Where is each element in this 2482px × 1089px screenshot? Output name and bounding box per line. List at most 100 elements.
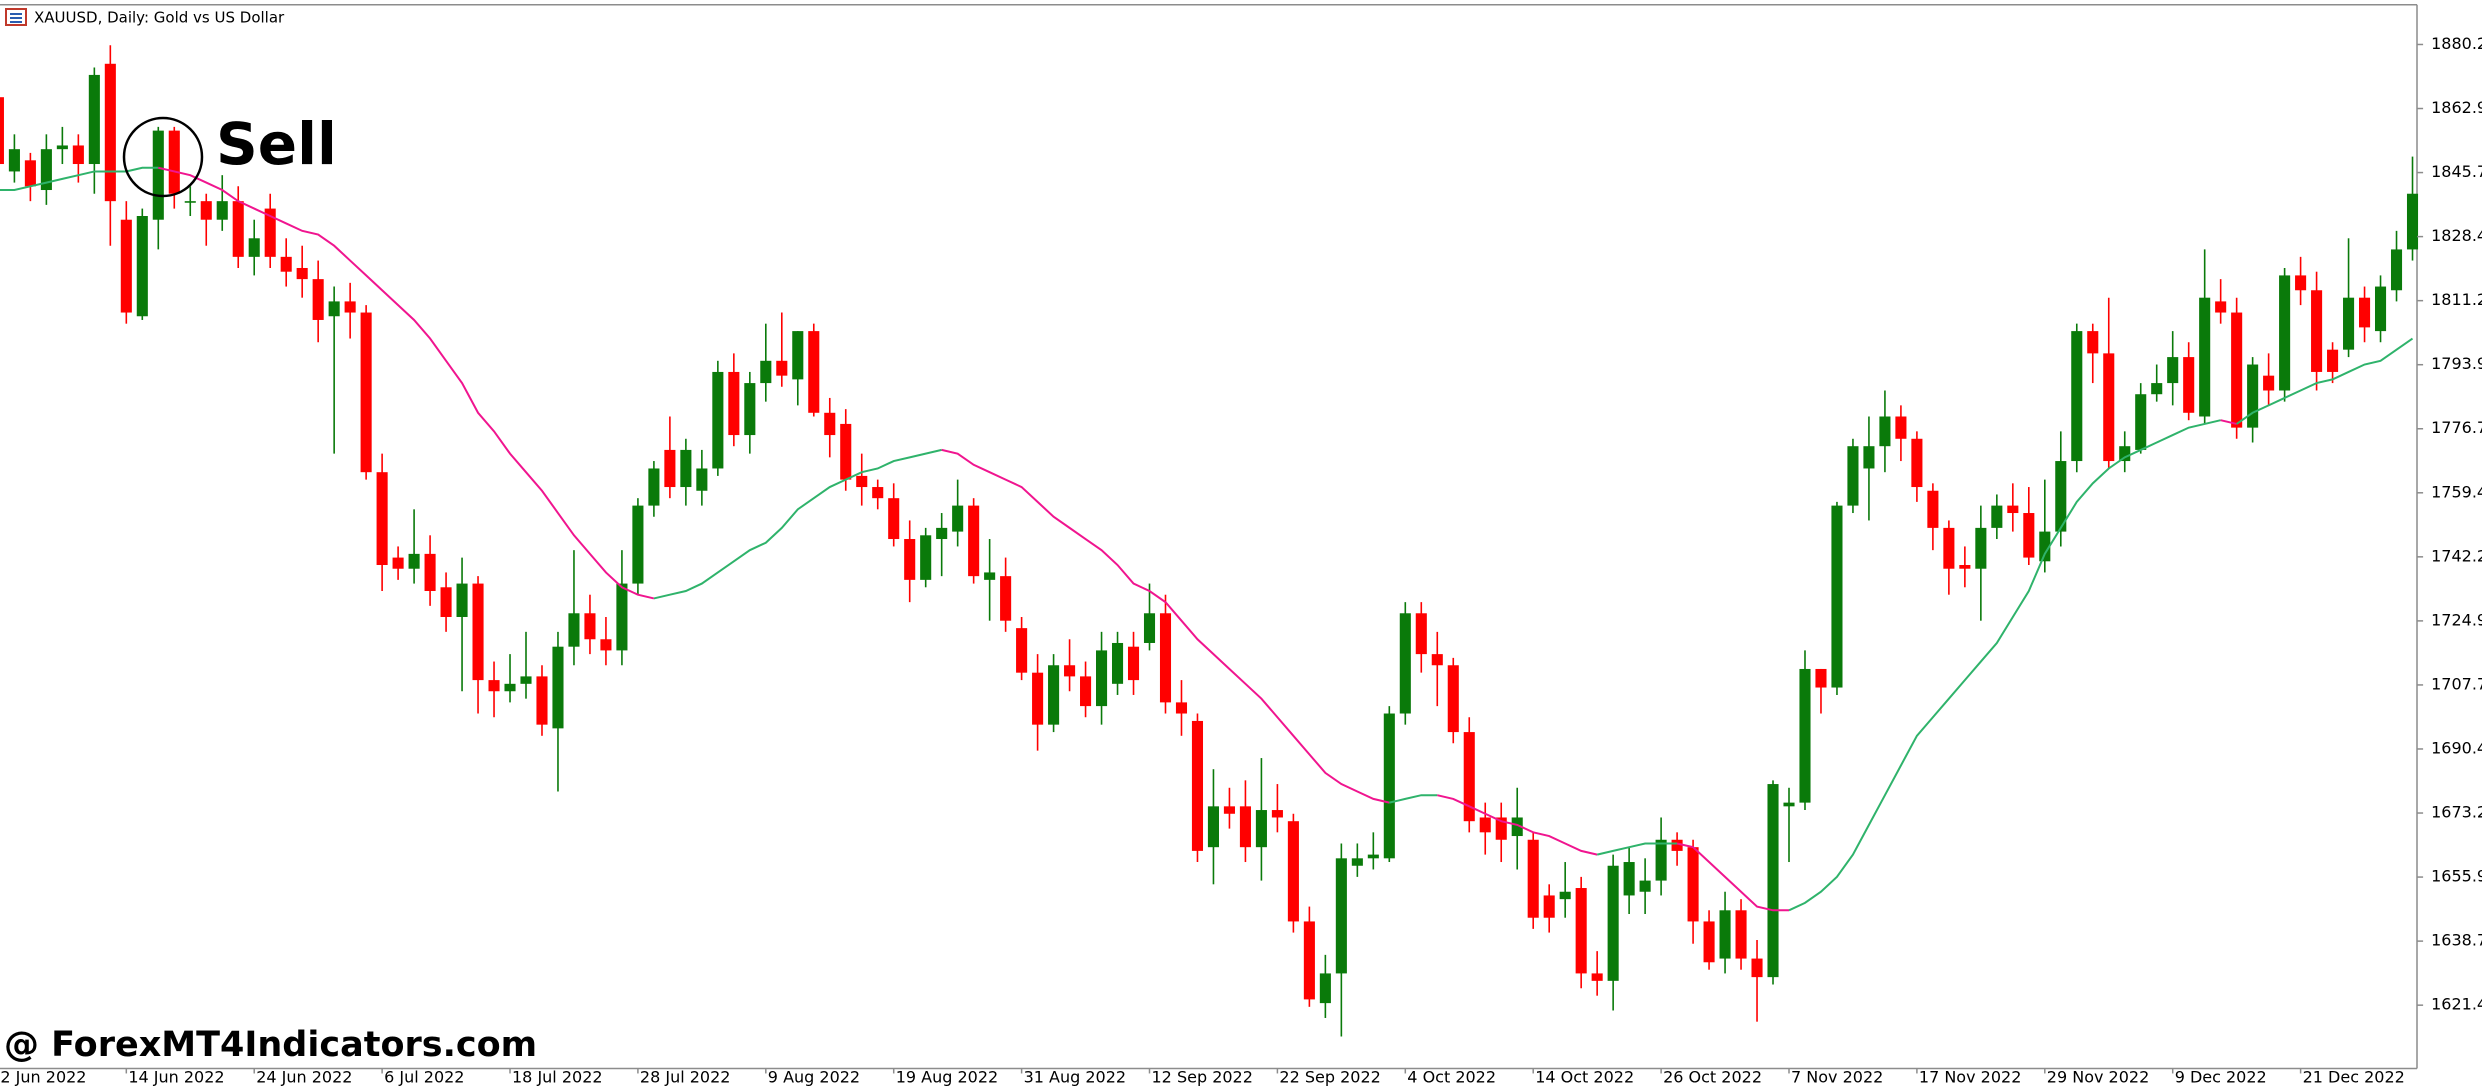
moving-average: [158, 166, 655, 600]
moving-average: [0, 166, 159, 192]
x-tick-label: 4 Oct 2022: [1407, 1068, 1496, 1087]
candle-body: [88, 74, 100, 165]
x-tick-label: 12 Sep 2022: [1152, 1068, 1253, 1087]
x-tick-label: 14 Oct 2022: [1535, 1068, 1634, 1087]
candle-body: [728, 371, 740, 436]
x-tick-label: 31 Aug 2022: [1024, 1068, 1126, 1087]
candle-body: [328, 301, 340, 317]
candle-body: [1735, 910, 1747, 959]
candle-body: [952, 505, 964, 532]
candle-body: [1751, 958, 1763, 978]
candle-body: [1048, 665, 1060, 725]
candle-body: [712, 371, 724, 469]
candle-body: [2199, 297, 2211, 417]
candle-body: [664, 449, 676, 488]
sell-annotation: Sell: [216, 110, 337, 178]
candle-body: [1799, 668, 1811, 803]
candle-body: [1351, 858, 1363, 866]
candle-body: [1623, 862, 1635, 896]
y-tick-label: 1845.70: [2431, 162, 2482, 181]
candle-body: [488, 680, 500, 692]
candle-body: [920, 535, 932, 580]
moving-average: [1596, 842, 1678, 856]
candle-body: [904, 539, 916, 580]
candle-body: [392, 557, 404, 569]
candle-body: [1703, 921, 1715, 963]
candle-body: [2151, 383, 2163, 395]
candle-body: [1064, 665, 1076, 677]
candle-body: [1239, 806, 1251, 848]
y-tick-label: 1724.95: [2431, 610, 2482, 629]
x-tick-label: 14 Jun 2022: [128, 1068, 224, 1087]
candle-body: [968, 505, 980, 577]
candle-body: [1080, 676, 1092, 707]
candle-body: [56, 145, 68, 150]
candle-body: [1335, 858, 1347, 974]
x-tick-label: 28 Jul 2022: [640, 1068, 731, 1087]
candle-body: [2390, 249, 2403, 291]
candle-body: [376, 472, 388, 566]
candle-body: [2359, 297, 2371, 328]
candle-body: [2215, 301, 2227, 313]
candle-body: [280, 256, 292, 272]
candle-body: [1655, 839, 1667, 881]
candle-body: [344, 301, 356, 313]
x-tick-label: 24 Jun 2022: [256, 1068, 352, 1087]
candle-body: [248, 238, 260, 257]
candle-body: [2406, 193, 2419, 250]
candle-body: [2007, 505, 2019, 514]
candle-body: [792, 331, 804, 380]
candle-body: [2071, 331, 2083, 462]
candle-body: [1207, 806, 1219, 848]
candle-body: [2295, 275, 2307, 291]
candle-body: [2135, 394, 2147, 450]
x-tick-label: 9 Aug 2022: [768, 1068, 860, 1087]
candle-body: [2343, 297, 2355, 350]
candle-body: [1815, 668, 1827, 688]
candle-body: [1175, 702, 1188, 714]
candle-body: [2087, 331, 2099, 354]
candle-body: [1543, 895, 1555, 918]
x-tick-label: 17 Nov 2022: [1919, 1068, 2021, 1087]
candle-body: [1639, 880, 1651, 892]
candle-body: [648, 468, 660, 506]
candle-body: [168, 130, 180, 194]
y-tick-label: 1638.70: [2431, 931, 2482, 950]
y-tick-label: 1793.95: [2431, 354, 2482, 373]
moving-average: [653, 448, 942, 600]
candle-body: [1671, 839, 1683, 851]
candle-body: [136, 216, 148, 317]
candle-body: [1879, 416, 1891, 447]
candle-body: [1783, 802, 1795, 807]
candle-body: [1911, 438, 1923, 488]
candle-body: [2183, 357, 2195, 413]
candle-body: [2119, 446, 2131, 462]
candle-body: [2103, 353, 2115, 462]
candle-body: [536, 676, 548, 725]
candle-body: [120, 219, 132, 313]
candle-body: [1096, 650, 1108, 707]
candle-body: [1943, 527, 1955, 569]
x-tick-label: 26 Oct 2022: [1663, 1068, 1762, 1087]
candle-body: [504, 683, 516, 692]
candle-body: [424, 553, 436, 591]
candle-body: [696, 468, 708, 491]
x-tick-label: 7 Nov 2022: [1791, 1068, 1883, 1087]
candle-body: [1463, 732, 1475, 822]
x-tick-label: 19 Aug 2022: [896, 1068, 999, 1087]
symbol-icon: [5, 8, 27, 26]
candle-body: [1271, 810, 1283, 818]
candle-body: [1016, 628, 1028, 673]
y-tick-label: 1776.70: [2431, 418, 2482, 437]
candle-body: [1991, 505, 2003, 528]
x-tick-label: 2 Jun 2022: [0, 1068, 86, 1087]
moving-average: [2236, 337, 2414, 425]
y-tick-label: 1655.95: [2431, 867, 2482, 886]
y-tick-label: 1690.45: [2431, 738, 2482, 757]
x-tick-label: 21 Dec 2022: [2303, 1068, 2405, 1087]
candle-body: [1687, 847, 1699, 922]
candle-body: [1367, 854, 1379, 859]
candle-body: [1383, 713, 1395, 859]
candle-body: [1767, 784, 1779, 978]
